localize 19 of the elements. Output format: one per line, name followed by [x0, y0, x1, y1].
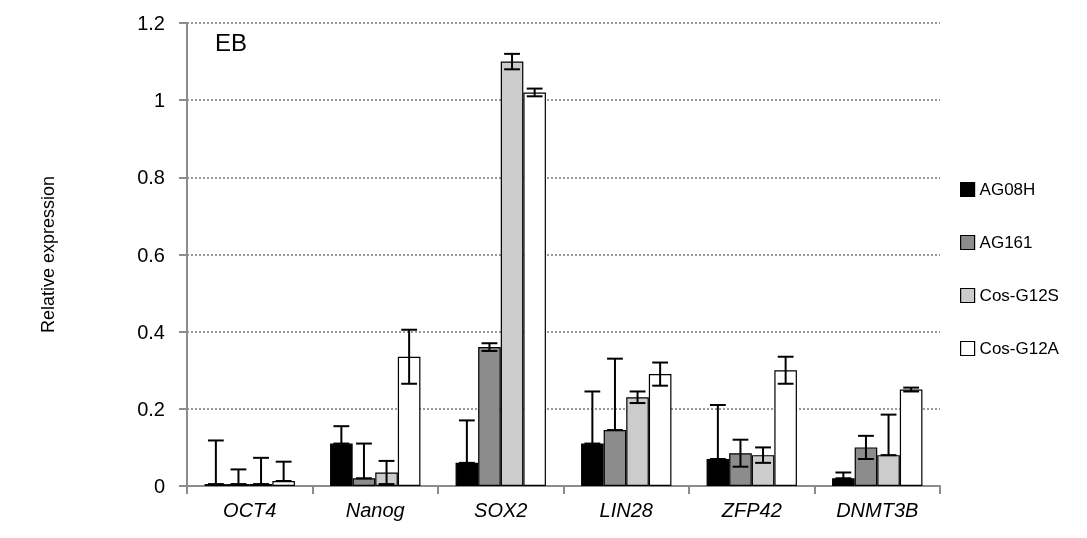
x-tick-label: DNMT3B: [836, 499, 919, 521]
legend-label: Cos-G12A: [979, 339, 1060, 358]
annotation: EB: [215, 28, 248, 56]
x-tick-label: OCT4: [223, 499, 277, 521]
y-tick-label: 1: [153, 89, 165, 112]
y-tick-label: 1.2: [137, 12, 165, 34]
y-axis-title: Relative expression: [38, 175, 58, 334]
y-tick-label: 0.4: [137, 320, 165, 343]
x-tick-label: SOX2: [474, 499, 528, 521]
y-tick-label: 0: [153, 475, 165, 497]
x-tick-label: LIN28: [599, 499, 653, 521]
legend-label: AG161: [979, 233, 1033, 252]
y-tick-label: 0.6: [137, 243, 165, 266]
x-tick-label: ZFP42: [720, 499, 782, 521]
legend-label: Cos-G12S: [979, 286, 1059, 305]
legend-label: AG08H: [979, 180, 1036, 199]
y-tick-label: 0.8: [137, 166, 165, 189]
x-tick-label: Nanog: [345, 499, 405, 521]
y-tick-label: 0.2: [137, 397, 165, 420]
